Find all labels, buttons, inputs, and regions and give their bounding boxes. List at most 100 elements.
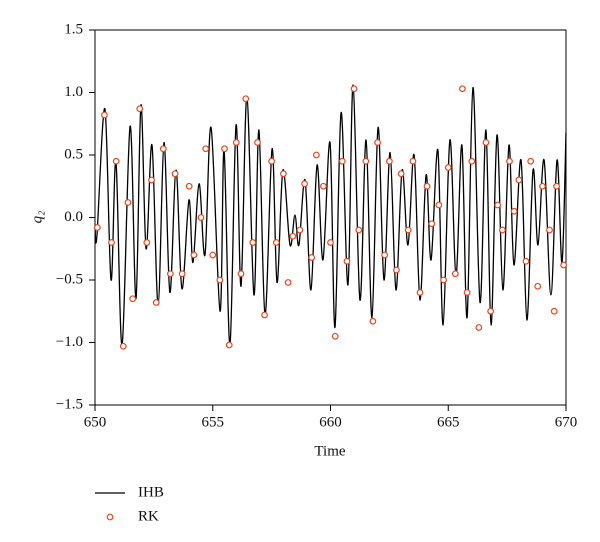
point <box>101 111 108 119</box>
point <box>129 295 137 303</box>
point <box>261 311 268 319</box>
point <box>475 324 483 331</box>
x-tick-label: 655 <box>202 414 225 430</box>
point <box>506 157 513 165</box>
point <box>428 220 436 228</box>
legend-label: IHB <box>138 484 164 500</box>
point <box>534 282 542 290</box>
x-axis-label: Time <box>314 443 345 459</box>
point <box>369 317 377 325</box>
point <box>539 182 546 190</box>
y-tick-label: 1.5 <box>64 21 83 37</box>
point <box>308 254 316 261</box>
x-tick-label: 670 <box>555 414 578 430</box>
point <box>522 257 530 265</box>
point <box>249 239 257 246</box>
point <box>232 139 240 146</box>
point <box>499 226 506 234</box>
point <box>296 226 304 234</box>
point <box>482 139 490 146</box>
y-tick-label: 1.0 <box>64 84 83 100</box>
y-tick-label: −1.0 <box>56 334 83 350</box>
line <box>94 84 567 346</box>
point <box>209 251 217 259</box>
point <box>152 299 160 306</box>
y-tick-label: −1.5 <box>56 396 83 412</box>
point <box>237 270 245 278</box>
x-tick-label: 660 <box>319 414 342 430</box>
point <box>487 307 495 315</box>
y-tick-label: −0.5 <box>56 271 83 287</box>
y-tick-label: 0.0 <box>64 209 83 225</box>
point <box>119 342 127 350</box>
point <box>242 95 250 103</box>
point <box>166 270 174 278</box>
point <box>254 139 261 146</box>
legend-swatch <box>106 513 114 521</box>
point <box>143 239 151 246</box>
point <box>550 307 558 315</box>
point <box>159 145 167 153</box>
point <box>178 270 186 278</box>
point <box>343 257 351 265</box>
x-tick-label: 650 <box>84 414 107 430</box>
point <box>280 170 287 178</box>
x-tick-label: 665 <box>437 414 460 430</box>
point <box>527 157 535 165</box>
point <box>289 232 297 240</box>
point <box>451 270 459 278</box>
point <box>458 85 466 93</box>
point <box>221 145 228 153</box>
point <box>148 176 155 184</box>
point <box>423 182 431 190</box>
point <box>350 85 358 93</box>
point <box>93 224 101 231</box>
point <box>409 157 417 165</box>
point <box>510 207 518 215</box>
point <box>124 199 132 206</box>
point <box>404 226 412 234</box>
y-tick-label: 0.5 <box>64 146 83 162</box>
point <box>112 157 120 165</box>
point <box>381 251 389 259</box>
point <box>327 239 334 246</box>
point <box>560 261 568 269</box>
point <box>362 157 370 165</box>
point <box>190 251 198 259</box>
point <box>397 170 405 178</box>
point <box>515 176 523 184</box>
plot-frame <box>94 29 567 406</box>
point <box>546 226 553 234</box>
point <box>355 226 363 234</box>
point <box>301 180 308 188</box>
point <box>416 289 424 296</box>
point <box>374 139 382 146</box>
point <box>320 182 327 190</box>
point <box>108 239 115 246</box>
point <box>284 279 292 286</box>
point <box>393 266 400 274</box>
point <box>331 332 339 340</box>
y-axis-label: q₂ <box>29 211 45 224</box>
point <box>202 145 210 153</box>
point <box>185 182 193 190</box>
point <box>272 239 280 246</box>
point <box>268 157 276 165</box>
point <box>171 170 179 178</box>
point <box>553 182 560 190</box>
point <box>463 289 471 296</box>
point <box>385 157 393 165</box>
point <box>435 201 443 209</box>
point <box>444 164 452 171</box>
point <box>216 276 224 284</box>
point <box>197 214 205 221</box>
point <box>440 276 447 284</box>
point <box>136 105 144 113</box>
point <box>494 201 502 209</box>
point <box>468 157 476 165</box>
point <box>225 341 233 349</box>
point <box>312 151 320 159</box>
point <box>338 157 346 165</box>
legend-label: RK <box>138 508 159 524</box>
